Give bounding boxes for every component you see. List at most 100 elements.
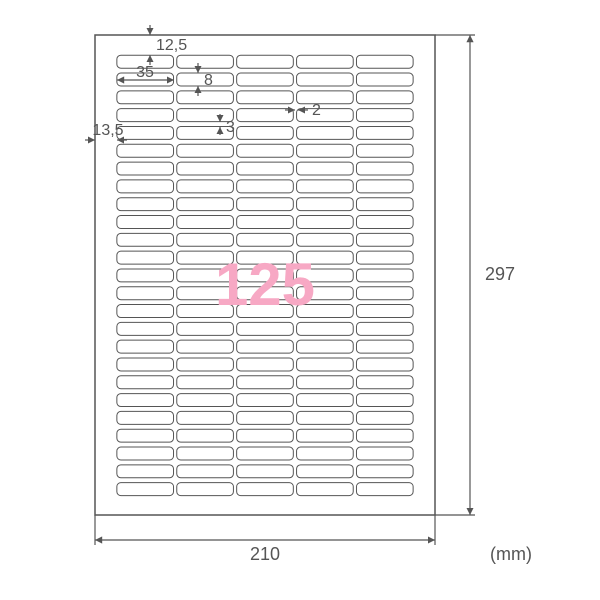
label-slot (297, 411, 354, 424)
label-slot (356, 358, 413, 371)
label-slot (117, 376, 174, 389)
label-slot (356, 55, 413, 68)
label-slot (117, 198, 174, 211)
label-slot (237, 411, 294, 424)
dim-margin-left-label: 13,5 (92, 122, 123, 139)
dim-margin-top-label: 12,5 (156, 37, 187, 54)
label-slot (237, 198, 294, 211)
label-slot (297, 109, 354, 122)
label-slot (117, 287, 174, 300)
dim-gap-v-label: 3 (226, 119, 235, 136)
label-slot (356, 305, 413, 318)
label-slot (356, 91, 413, 104)
label-slot (117, 251, 174, 264)
label-slot (297, 322, 354, 335)
label-slot (177, 376, 234, 389)
label-slot (297, 198, 354, 211)
label-slot (177, 91, 234, 104)
label-slot (177, 340, 234, 353)
label-slot (117, 322, 174, 335)
label-slot (117, 394, 174, 407)
label-slot (177, 55, 234, 68)
label-slot (177, 465, 234, 478)
label-slot (117, 233, 174, 246)
label-slot (356, 73, 413, 86)
label-slot (237, 144, 294, 157)
label-slot (177, 429, 234, 442)
dim-gap-h-label: 2 (312, 102, 321, 119)
label-slot (177, 483, 234, 496)
label-slot (297, 162, 354, 175)
label-slot (356, 251, 413, 264)
label-slot (237, 55, 294, 68)
label-slot (237, 91, 294, 104)
label-slot (117, 340, 174, 353)
dim-sheet-height: 297 (435, 35, 515, 515)
label-slot (117, 447, 174, 460)
label-slot (237, 483, 294, 496)
label-slot (117, 109, 174, 122)
label-slot (297, 91, 354, 104)
label-slot (356, 287, 413, 300)
label-slot (237, 109, 294, 122)
label-slot (356, 162, 413, 175)
label-slot (117, 429, 174, 442)
label-slot (356, 216, 413, 229)
dim-sheet-width: 210 (mm) (95, 515, 532, 564)
label-slot (117, 358, 174, 371)
label-slot (297, 394, 354, 407)
label-slot (356, 429, 413, 442)
label-slot (237, 126, 294, 139)
label-slot (237, 447, 294, 460)
label-slot (117, 126, 174, 139)
label-slot (177, 233, 234, 246)
label-slot (297, 429, 354, 442)
label-slot (297, 180, 354, 193)
label-slot (237, 216, 294, 229)
label-slot (237, 394, 294, 407)
label-slot (297, 447, 354, 460)
label-slot (177, 216, 234, 229)
label-slot (117, 305, 174, 318)
label-slot (237, 340, 294, 353)
label-slot (356, 394, 413, 407)
label-slot (117, 162, 174, 175)
label-slot (117, 411, 174, 424)
label-slot (117, 91, 174, 104)
label-slot (297, 376, 354, 389)
label-slot (237, 429, 294, 442)
label-slot (117, 216, 174, 229)
label-slot (356, 109, 413, 122)
label-slot (117, 144, 174, 157)
label-slot (237, 162, 294, 175)
label-slot (177, 394, 234, 407)
label-slot (117, 180, 174, 193)
dim-unit-label: (mm) (490, 544, 532, 564)
label-slot (356, 376, 413, 389)
label-slot (237, 376, 294, 389)
label-slot (297, 144, 354, 157)
label-slot (297, 216, 354, 229)
dim-label-width-label: 35 (136, 64, 154, 81)
dim-width-label: 210 (250, 544, 280, 564)
label-slot (177, 198, 234, 211)
label-slot (177, 180, 234, 193)
label-slot (297, 233, 354, 246)
label-slot (297, 483, 354, 496)
label-slot (297, 465, 354, 478)
label-slot (117, 465, 174, 478)
label-slot (177, 126, 234, 139)
label-slot (356, 126, 413, 139)
dim-height-label: 297 (485, 264, 515, 284)
label-slot (356, 198, 413, 211)
label-slot (356, 233, 413, 246)
label-slot (237, 465, 294, 478)
dim-margin-left: 13,5 (85, 122, 127, 140)
label-slot (177, 358, 234, 371)
label-count: 125 (215, 251, 315, 318)
label-slot (297, 55, 354, 68)
label-slot (356, 322, 413, 335)
label-slot (356, 269, 413, 282)
label-slot (297, 73, 354, 86)
label-slot (177, 162, 234, 175)
